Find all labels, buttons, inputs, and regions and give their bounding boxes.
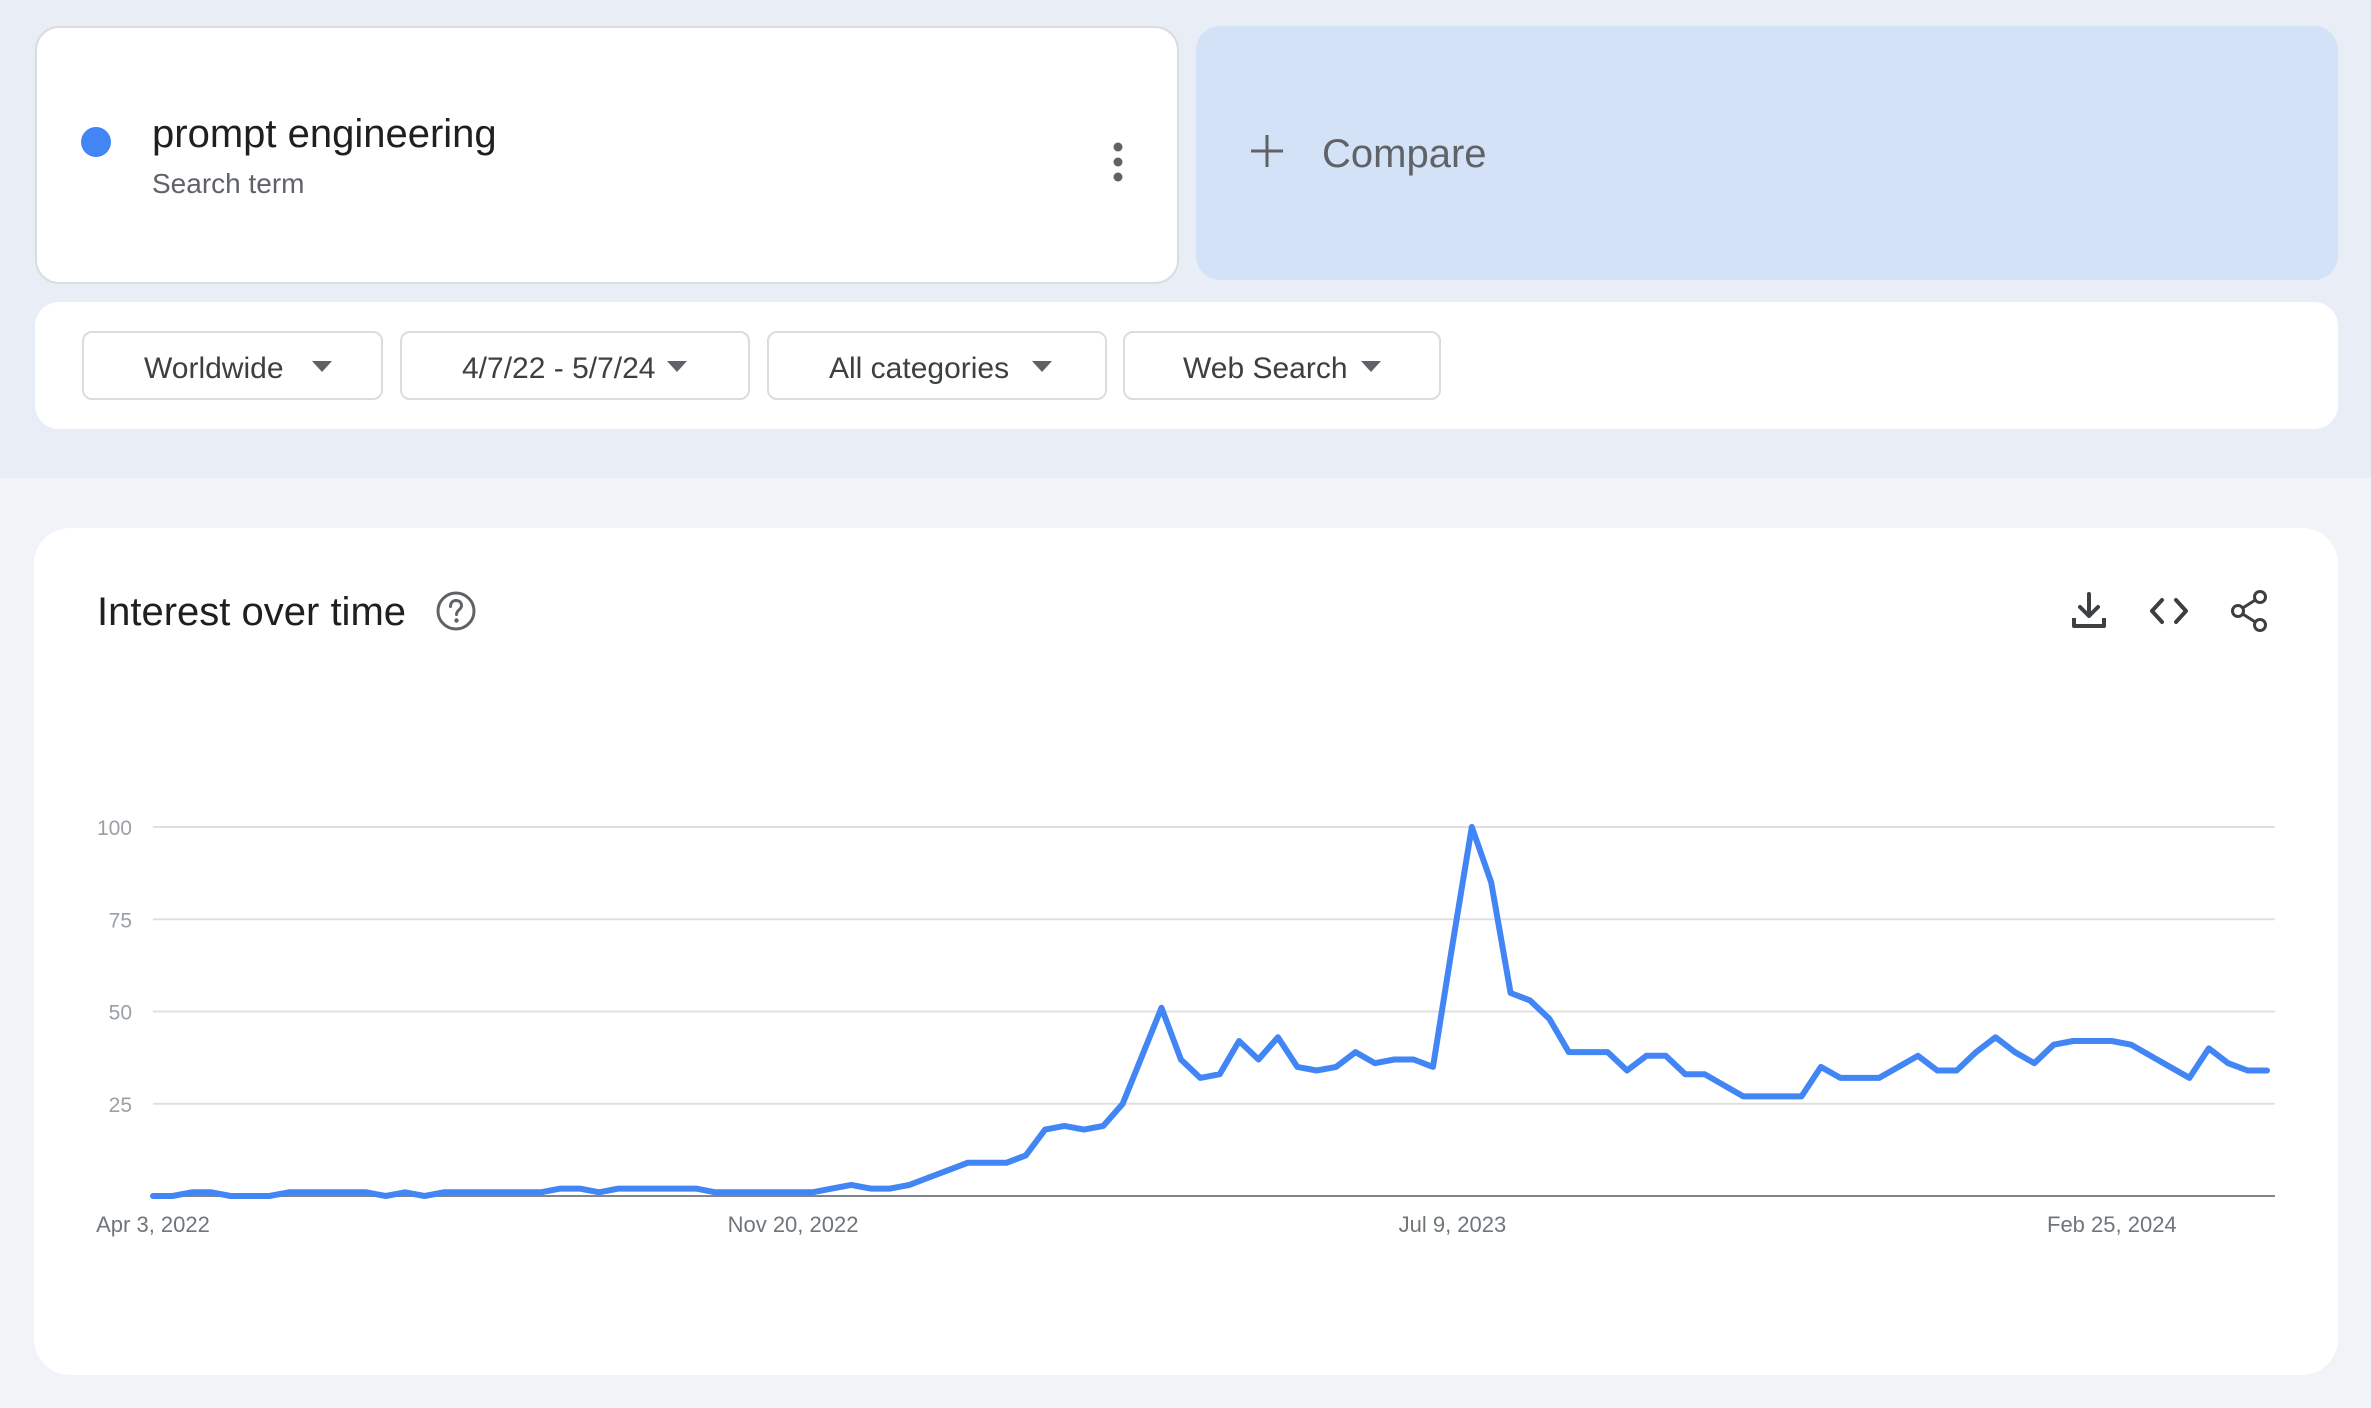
search-term-type: Search term bbox=[152, 168, 305, 199]
compare-button[interactable]: Compare bbox=[1196, 26, 2338, 280]
plus-icon bbox=[1251, 135, 1283, 167]
region-filter[interactable]: Worldwide bbox=[82, 331, 383, 400]
compare-label: Compare bbox=[1322, 132, 1487, 176]
interest-line-chart: 100 75 50 25 Apr 3, 2022 Nov 20, 2022 Jul 9, 2… bbox=[96, 817, 2275, 1237]
help-circle-icon[interactable] bbox=[435, 590, 477, 632]
chart-title: Interest over time bbox=[97, 590, 407, 634]
category-filter[interactable]: All categories bbox=[767, 331, 1107, 400]
search-type-filter[interactable]: Web Search bbox=[1123, 331, 1441, 400]
series-line bbox=[150, 824, 2270, 1199]
search-term-name[interactable]: prompt engineering bbox=[152, 112, 497, 156]
filter-bar: Worldwide 4/7/22 - 5/7/24 All categories… bbox=[35, 302, 2338, 429]
share-icon[interactable] bbox=[2224, 586, 2274, 636]
arrow-drop-down-icon bbox=[1361, 361, 1381, 372]
x-tick-label: Feb 25, 2024 bbox=[2047, 1212, 2177, 1237]
arrow-drop-down-icon bbox=[1032, 361, 1052, 372]
download-icon[interactable] bbox=[2064, 586, 2114, 636]
interest-over-time-card: Interest over time 100 75 50 25 Apr 3, 2022 N… bbox=[34, 528, 2338, 1375]
category-filter-label: All categories bbox=[829, 352, 1010, 385]
x-tick-label: Jul 9, 2023 bbox=[1399, 1212, 1507, 1237]
more-vert-icon[interactable] bbox=[1103, 140, 1133, 184]
region-filter-label: Worldwide bbox=[144, 352, 284, 385]
y-tick-label: 100 bbox=[97, 817, 132, 840]
date-range-filter[interactable]: 4/7/22 - 5/7/24 bbox=[400, 331, 750, 400]
arrow-drop-down-icon bbox=[312, 361, 332, 372]
search-type-filter-label: Web Search bbox=[1183, 352, 1348, 385]
date-range-filter-label: 4/7/22 - 5/7/24 bbox=[462, 352, 656, 385]
arrow-drop-down-icon bbox=[667, 361, 687, 372]
series-color-dot bbox=[81, 127, 111, 157]
y-tick-label: 75 bbox=[109, 909, 132, 932]
y-tick-label: 25 bbox=[109, 1094, 132, 1117]
y-tick-label: 50 bbox=[109, 1002, 132, 1025]
code-embed-icon[interactable] bbox=[2144, 586, 2194, 636]
search-term-card[interactable]: prompt engineering Search term bbox=[35, 26, 1179, 284]
x-tick-label: Apr 3, 2022 bbox=[96, 1212, 210, 1237]
x-tick-label: Nov 20, 2022 bbox=[728, 1212, 859, 1237]
